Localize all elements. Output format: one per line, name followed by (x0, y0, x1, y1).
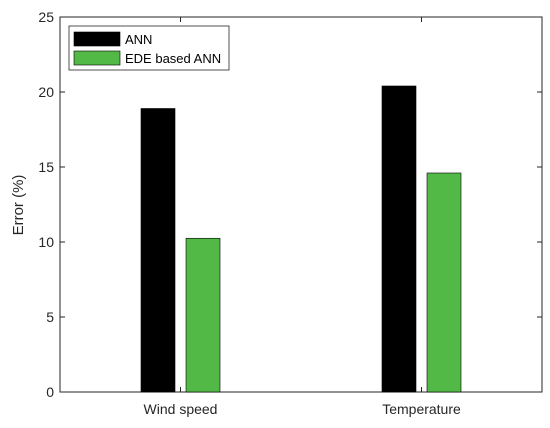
y-axis-ticks: 0 5 10 15 20 25 (38, 9, 542, 400)
y-tick-label: 20 (38, 84, 54, 100)
bar-ann-temperature (381, 85, 417, 393)
plot-area (59, 16, 543, 393)
legend-label-ann: ANN (125, 32, 152, 47)
x-axis-tick-labels: Wind speed Temperature (144, 17, 461, 417)
y-tick-label: 10 (38, 234, 54, 250)
bar-ede-based-ann-wind-speed (185, 237, 221, 393)
x-tick-label: Temperature (382, 401, 461, 417)
legend: ANN EDE based ANN (68, 25, 230, 71)
legend-swatch-ede-based-ann (73, 50, 121, 66)
y-tick-label: 15 (38, 159, 54, 175)
legend-swatch-ann (73, 31, 121, 47)
y-tick-label: 25 (38, 9, 54, 25)
bar-ede-based-ann-temperature (426, 172, 462, 393)
legend-label-ede-based-ann: EDE based ANN (125, 51, 221, 66)
x-tick-label: Wind speed (144, 401, 218, 417)
bar-ann-wind-speed (140, 108, 176, 393)
y-tick-label: 0 (46, 384, 54, 400)
y-tick-label: 5 (46, 309, 54, 325)
bars (140, 85, 462, 393)
y-axis-label: Error (%) (10, 175, 27, 236)
